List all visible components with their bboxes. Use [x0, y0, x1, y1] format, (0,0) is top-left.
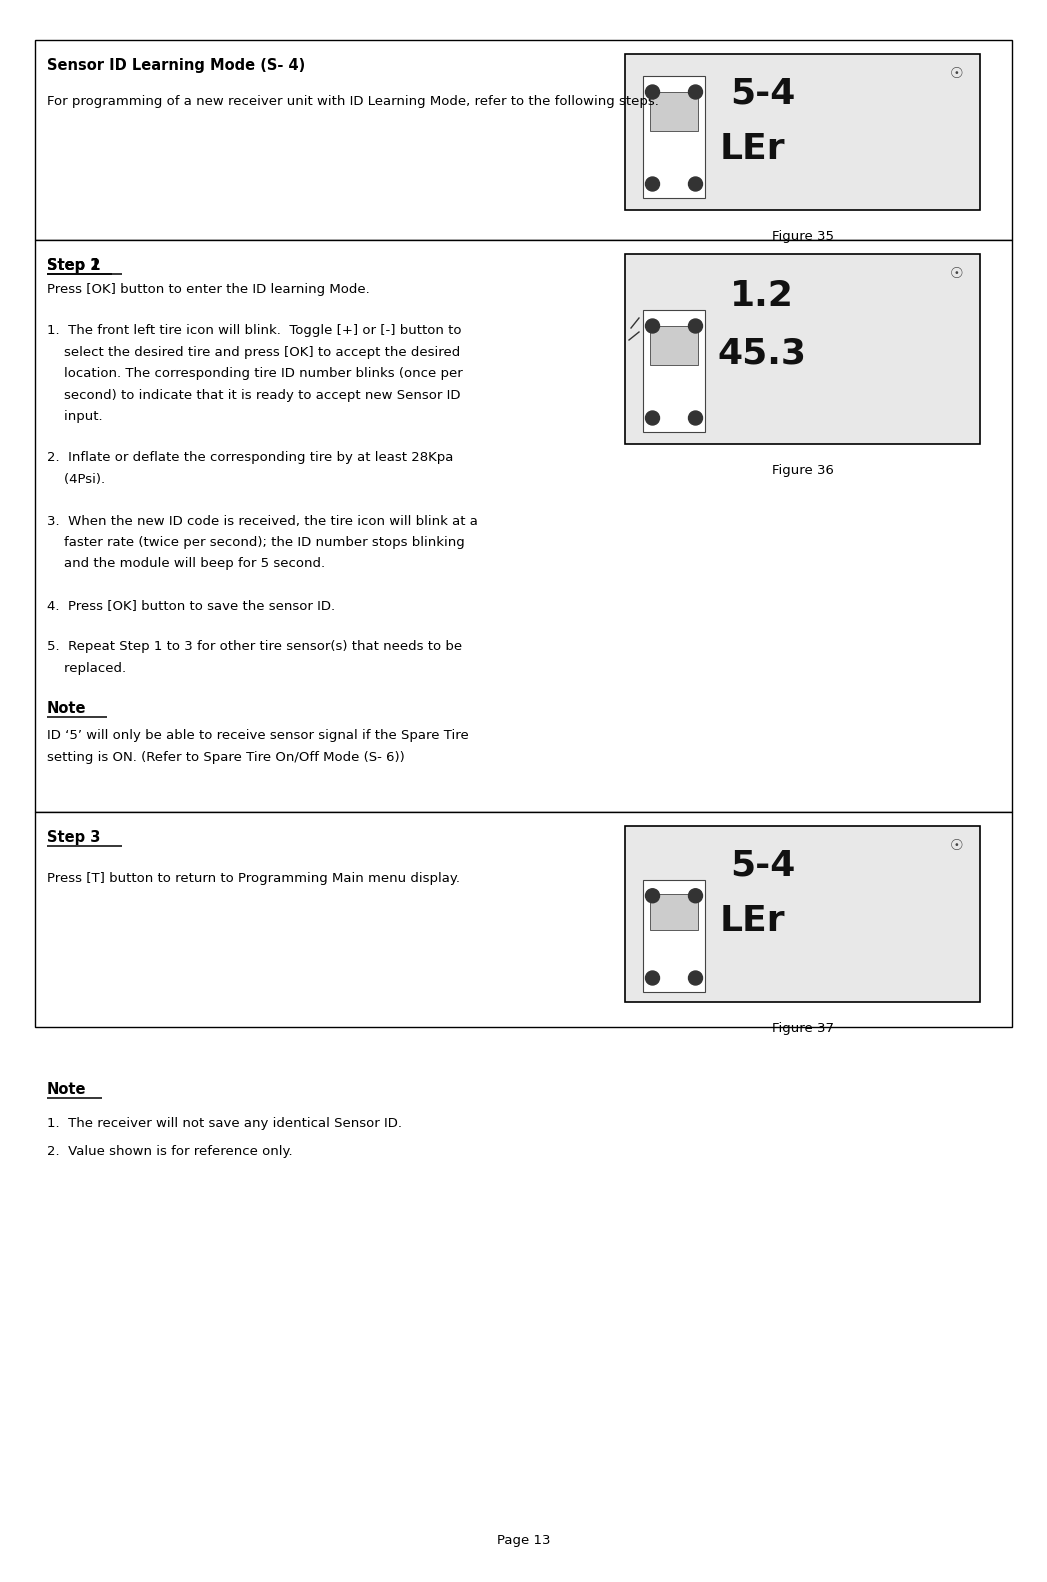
Circle shape	[689, 320, 703, 332]
Text: 3.  When the new ID code is received, the tire icon will blink at a: 3. When the new ID code is received, the…	[47, 514, 477, 527]
Text: Figure 37: Figure 37	[772, 1022, 833, 1035]
Text: faster rate (twice per second); the ID number stops blinking: faster rate (twice per second); the ID n…	[47, 536, 465, 549]
Text: (4Psi).: (4Psi).	[47, 473, 105, 486]
Circle shape	[689, 889, 703, 903]
Text: 5.  Repeat Step 1 to 3 for other tire sensor(s) that needs to be: 5. Repeat Step 1 to 3 for other tire sen…	[47, 641, 462, 653]
Text: setting is ON. (Refer to Spare Tire On/Off Mode (S- 6)): setting is ON. (Refer to Spare Tire On/O…	[47, 751, 405, 764]
Text: 5-4: 5-4	[730, 848, 796, 883]
Text: Page 13: Page 13	[496, 1535, 551, 1547]
Text: Note: Note	[47, 701, 87, 717]
Text: replaced.: replaced.	[47, 661, 126, 676]
Bar	[650, 92, 698, 131]
Text: second) to indicate that it is ready to accept new Sensor ID: second) to indicate that it is ready to …	[47, 389, 461, 402]
Circle shape	[689, 411, 703, 426]
Text: input.: input.	[47, 410, 103, 422]
Text: Figure 35: Figure 35	[772, 229, 833, 244]
Bar	[643, 880, 705, 992]
Text: Note: Note	[47, 1082, 87, 1096]
Circle shape	[646, 320, 660, 332]
Text: 2.  Inflate or deflate the corresponding tire by at least 28Kpa: 2. Inflate or deflate the corresponding …	[47, 451, 453, 465]
Bar	[643, 76, 705, 198]
Circle shape	[646, 971, 660, 986]
Bar	[35, 40, 1012, 240]
Bar	[650, 326, 698, 365]
Bar	[643, 310, 705, 432]
Bar	[35, 812, 1012, 1027]
Text: Figure 36: Figure 36	[772, 464, 833, 478]
Text: LEr: LEr	[720, 131, 785, 166]
Circle shape	[646, 411, 660, 426]
Text: LEr: LEr	[720, 903, 785, 938]
Text: For programming of a new receiver unit with ID Learning Mode, refer to the follo: For programming of a new receiver unit w…	[47, 95, 659, 108]
Text: ☉: ☉	[950, 266, 963, 282]
Bar	[35, 240, 1012, 812]
Circle shape	[689, 177, 703, 191]
Text: select the desired tire and press [OK] to accept the desired: select the desired tire and press [OK] t…	[47, 345, 461, 359]
Bar	[650, 894, 698, 930]
Text: Step 1: Step 1	[47, 258, 101, 274]
Text: 2.  Value shown is for reference only.: 2. Value shown is for reference only.	[47, 1145, 292, 1158]
Bar	[625, 826, 980, 1001]
Text: ☉: ☉	[950, 838, 963, 853]
Text: 1.  The receiver will not save any identical Sensor ID.: 1. The receiver will not save any identi…	[47, 1117, 402, 1130]
Text: Press [OK] button to enter the ID learning Mode.: Press [OK] button to enter the ID learni…	[47, 283, 370, 296]
Circle shape	[646, 889, 660, 903]
Text: and the module will beep for 5 second.: and the module will beep for 5 second.	[47, 557, 326, 571]
Text: Sensor ID Learning Mode (S- 4): Sensor ID Learning Mode (S- 4)	[47, 59, 306, 73]
Text: ☉: ☉	[950, 66, 963, 81]
Text: Step 2: Step 2	[47, 258, 101, 274]
Bar	[625, 255, 980, 445]
Text: 1.  The front left tire icon will blink.  Toggle [+] or [-] button to: 1. The front left tire icon will blink. …	[47, 324, 462, 337]
Text: location. The corresponding tire ID number blinks (once per: location. The corresponding tire ID numb…	[47, 367, 463, 380]
Circle shape	[689, 85, 703, 100]
Circle shape	[689, 971, 703, 986]
Circle shape	[646, 177, 660, 191]
Text: 1.2: 1.2	[730, 278, 794, 313]
Text: Press [T] button to return to Programming Main menu display.: Press [T] button to return to Programmin…	[47, 872, 460, 884]
Text: 4.  Press [OK] button to save the sensor ID.: 4. Press [OK] button to save the sensor …	[47, 600, 335, 612]
Text: 45.3: 45.3	[717, 335, 806, 370]
Text: Step 3: Step 3	[47, 831, 101, 845]
Text: ID ‘5’ will only be able to receive sensor signal if the Spare Tire: ID ‘5’ will only be able to receive sens…	[47, 729, 469, 742]
Text: 5-4: 5-4	[730, 76, 796, 111]
Circle shape	[646, 85, 660, 100]
Bar	[625, 54, 980, 210]
